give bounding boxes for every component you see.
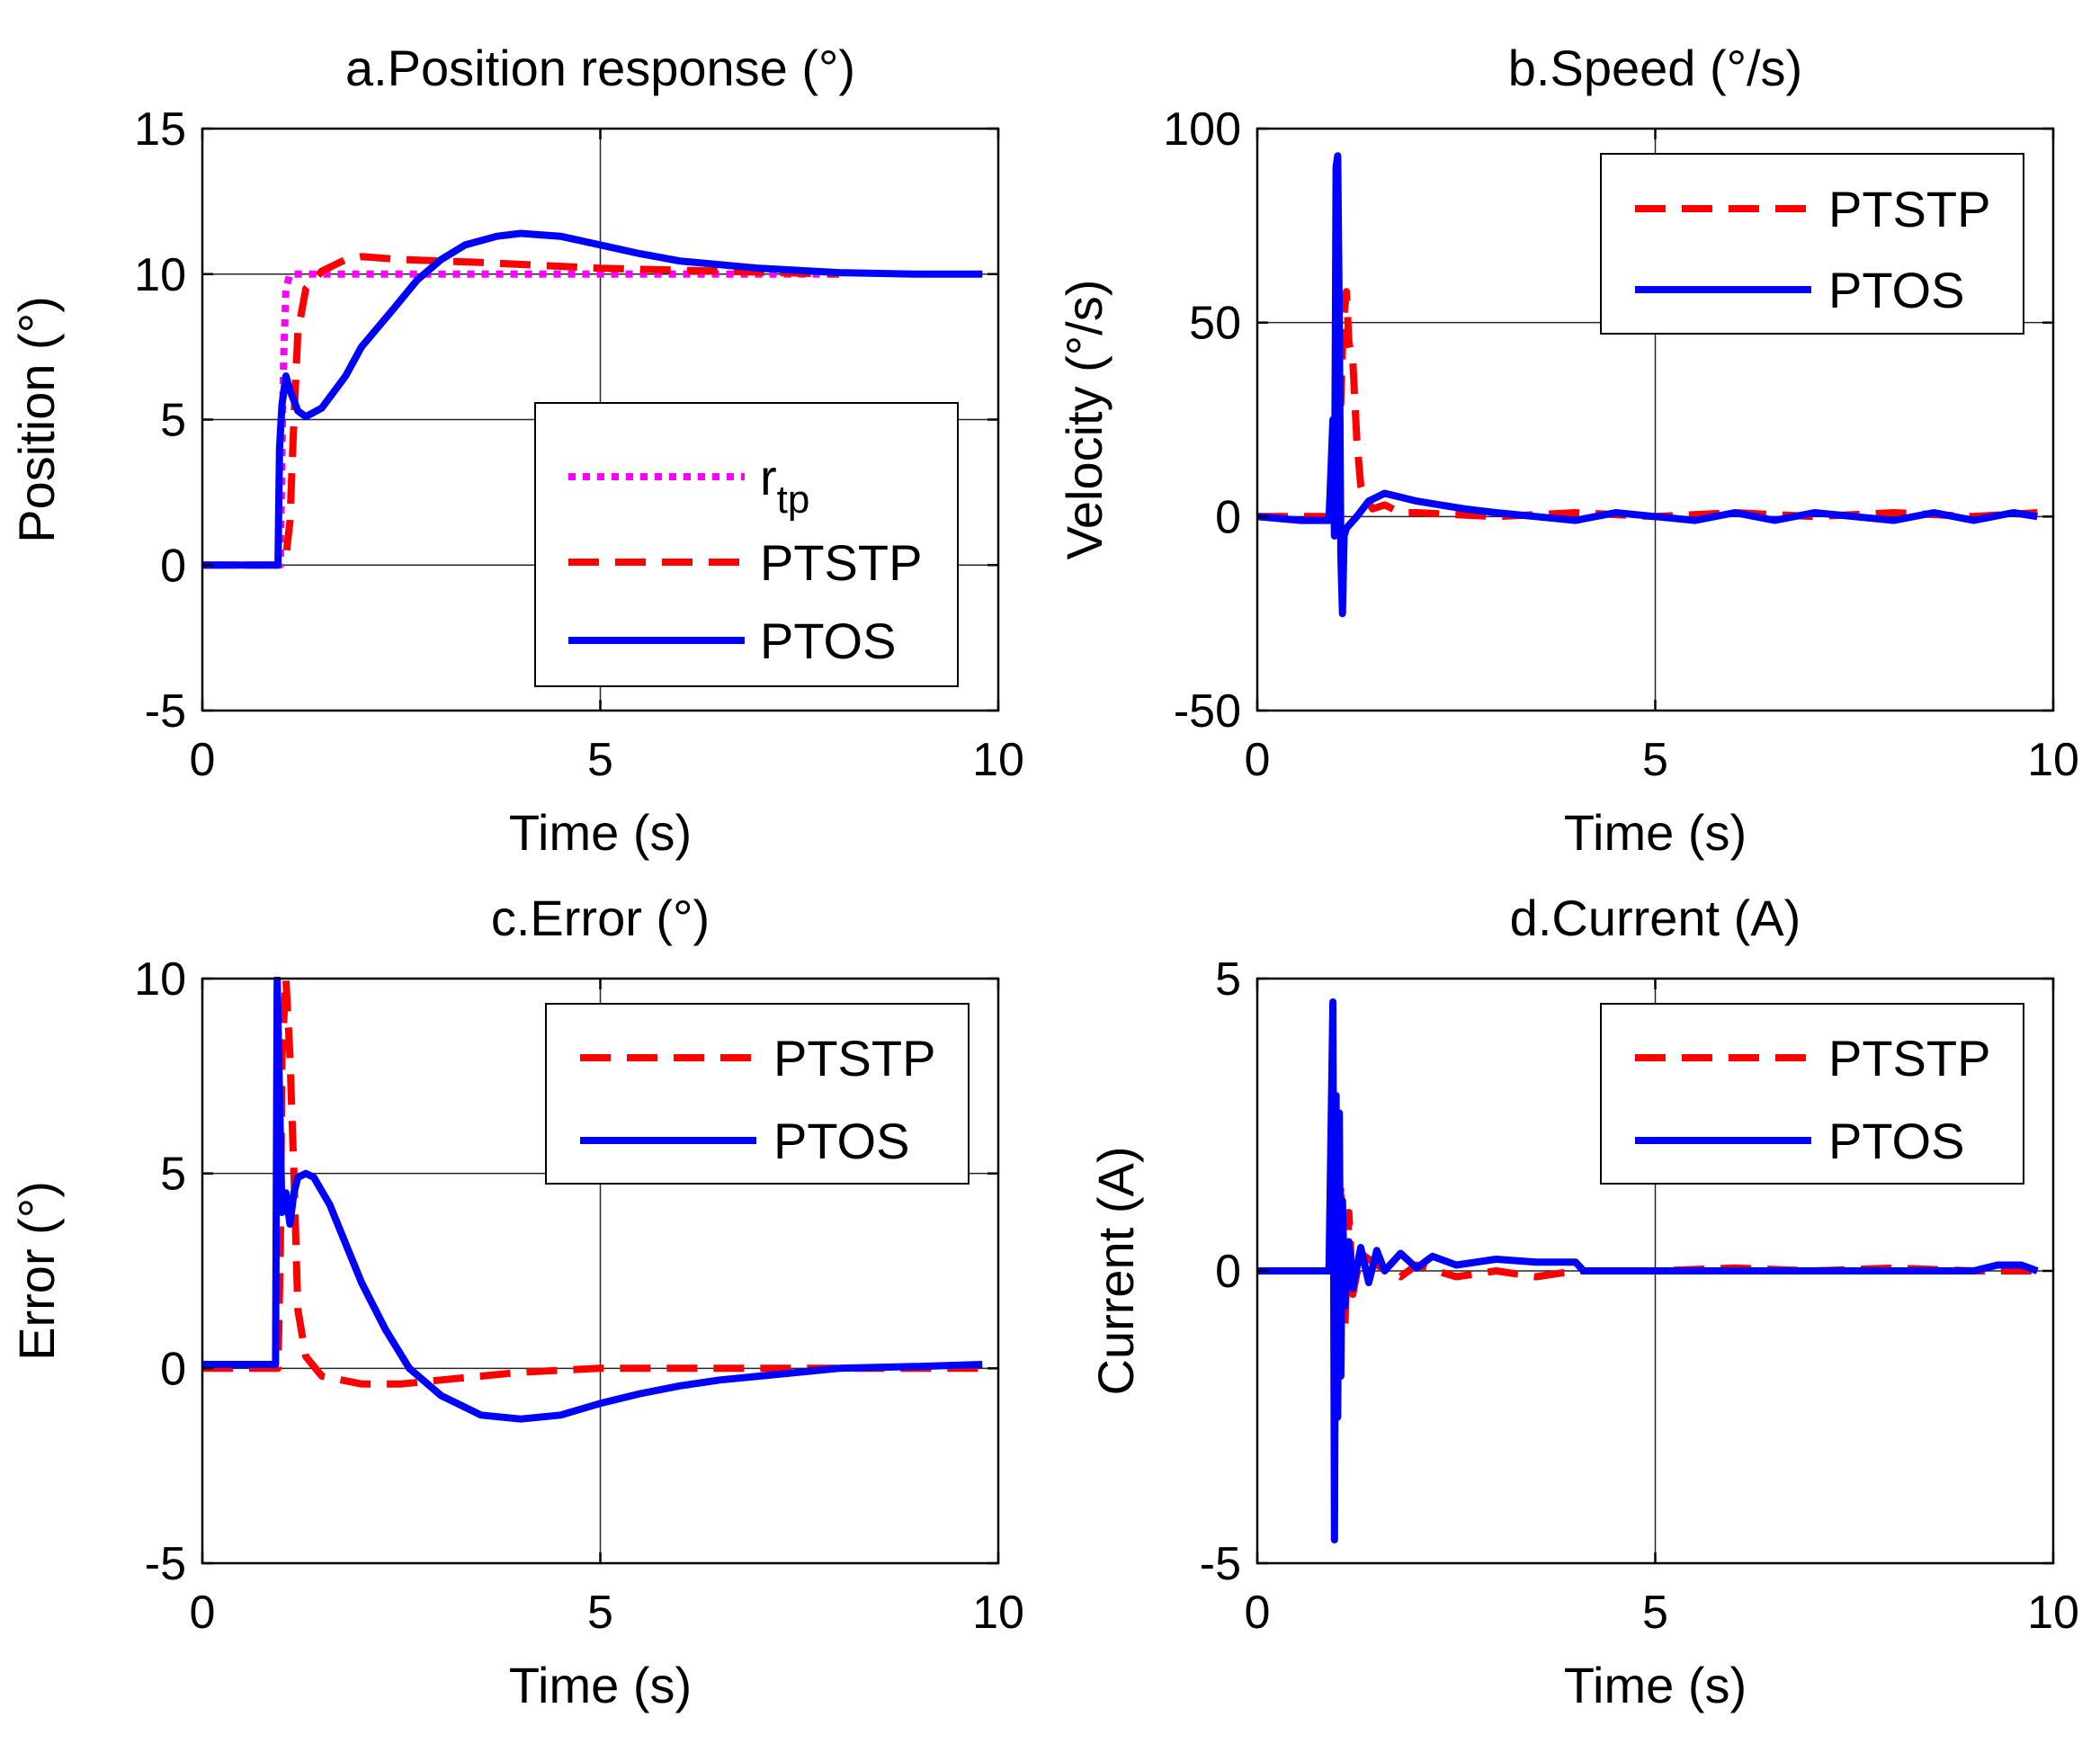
- y-tick-label: 15: [134, 103, 186, 156]
- x-tick-label: 5: [1642, 734, 1668, 786]
- legend-box: [545, 1003, 970, 1185]
- y-tick-label: 10: [134, 953, 186, 1006]
- legend: PTSTP PTOS: [1600, 1003, 2024, 1185]
- y-axis-label: Current (A): [1087, 1147, 1144, 1396]
- series-line-ptstp: [202, 977, 983, 1388]
- chart-title: d.Current (A): [1510, 890, 1801, 946]
- y-tick-label: -5: [1200, 1538, 1241, 1590]
- chart-title: b.Speed (°/s): [1508, 40, 1802, 96]
- series-line-ptos: [202, 977, 983, 1423]
- legend-box: [1600, 153, 2024, 335]
- y-tick-label: -50: [1174, 685, 1241, 738]
- legend-label-ptstp: PTSTP: [1828, 1030, 1990, 1087]
- legend-label-ptstp: PTSTP: [773, 1030, 935, 1087]
- y-tick-label: 10: [134, 249, 186, 301]
- y-tick-label: 5: [160, 1149, 186, 1201]
- legend: PTSTP PTOS: [545, 1003, 970, 1185]
- x-axis-label: Time (s): [509, 1657, 692, 1713]
- y-axis-label: Position (°): [8, 296, 65, 542]
- x-axis-label: Time (s): [509, 804, 692, 861]
- y-tick-label: 0: [1215, 491, 1241, 543]
- x-tick-label: 5: [587, 1587, 613, 1639]
- legend-label-subscript: tp: [777, 478, 810, 522]
- chart-title: a.Position response (°): [345, 40, 855, 96]
- chart-title: c.Error (°): [491, 890, 710, 946]
- series-line-ptos: [1257, 998, 2039, 1543]
- y-tick-label: 5: [1215, 953, 1241, 1006]
- legend-label-ptos: PTOS: [773, 1113, 909, 1169]
- x-tick-label: 10: [2027, 734, 2079, 786]
- x-axis-label: Time (s): [1564, 1657, 1747, 1713]
- y-tick-label: 5: [160, 395, 186, 447]
- legend-label-ptos: PTOS: [1828, 262, 1964, 318]
- x-tick-label: 5: [587, 734, 613, 786]
- legend-label-ptstp: PTSTP: [1828, 181, 1990, 237]
- legend: PTSTP PTOS: [1600, 153, 2024, 335]
- legend-box: [1600, 1003, 2024, 1185]
- y-tick-label: 0: [1215, 1246, 1241, 1298]
- y-tick-label: 50: [1189, 298, 1241, 350]
- x-tick-label: 0: [1245, 734, 1271, 786]
- y-axis-label: Velocity (°/s): [1056, 280, 1113, 560]
- legend-label-ptstp: PTSTP: [760, 534, 922, 591]
- legend-label-ptos: PTOS: [760, 613, 896, 669]
- y-tick-label: 100: [1163, 103, 1241, 156]
- x-tick-label: 0: [190, 734, 216, 786]
- legend-label-ptos: PTOS: [1828, 1113, 1964, 1169]
- series-line-ptos: [202, 229, 983, 569]
- series-line-ptos: [1257, 152, 2038, 618]
- y-tick-label: 0: [160, 540, 186, 592]
- x-axis-label: Time (s): [1564, 804, 1747, 861]
- series-line-ptstp: [202, 253, 840, 569]
- y-tick-label: -5: [145, 685, 186, 738]
- y-tick-label: -5: [145, 1538, 186, 1590]
- x-tick-label: 5: [1642, 1587, 1668, 1639]
- x-tick-label: 0: [190, 1587, 216, 1639]
- x-tick-label: 10: [972, 734, 1024, 786]
- x-tick-label: 10: [972, 1587, 1024, 1639]
- x-tick-label: 10: [2027, 1587, 2079, 1639]
- x-tick-label: 0: [1245, 1587, 1271, 1639]
- y-tick-label: 0: [160, 1343, 186, 1395]
- y-axis-label: Error (°): [8, 1181, 65, 1361]
